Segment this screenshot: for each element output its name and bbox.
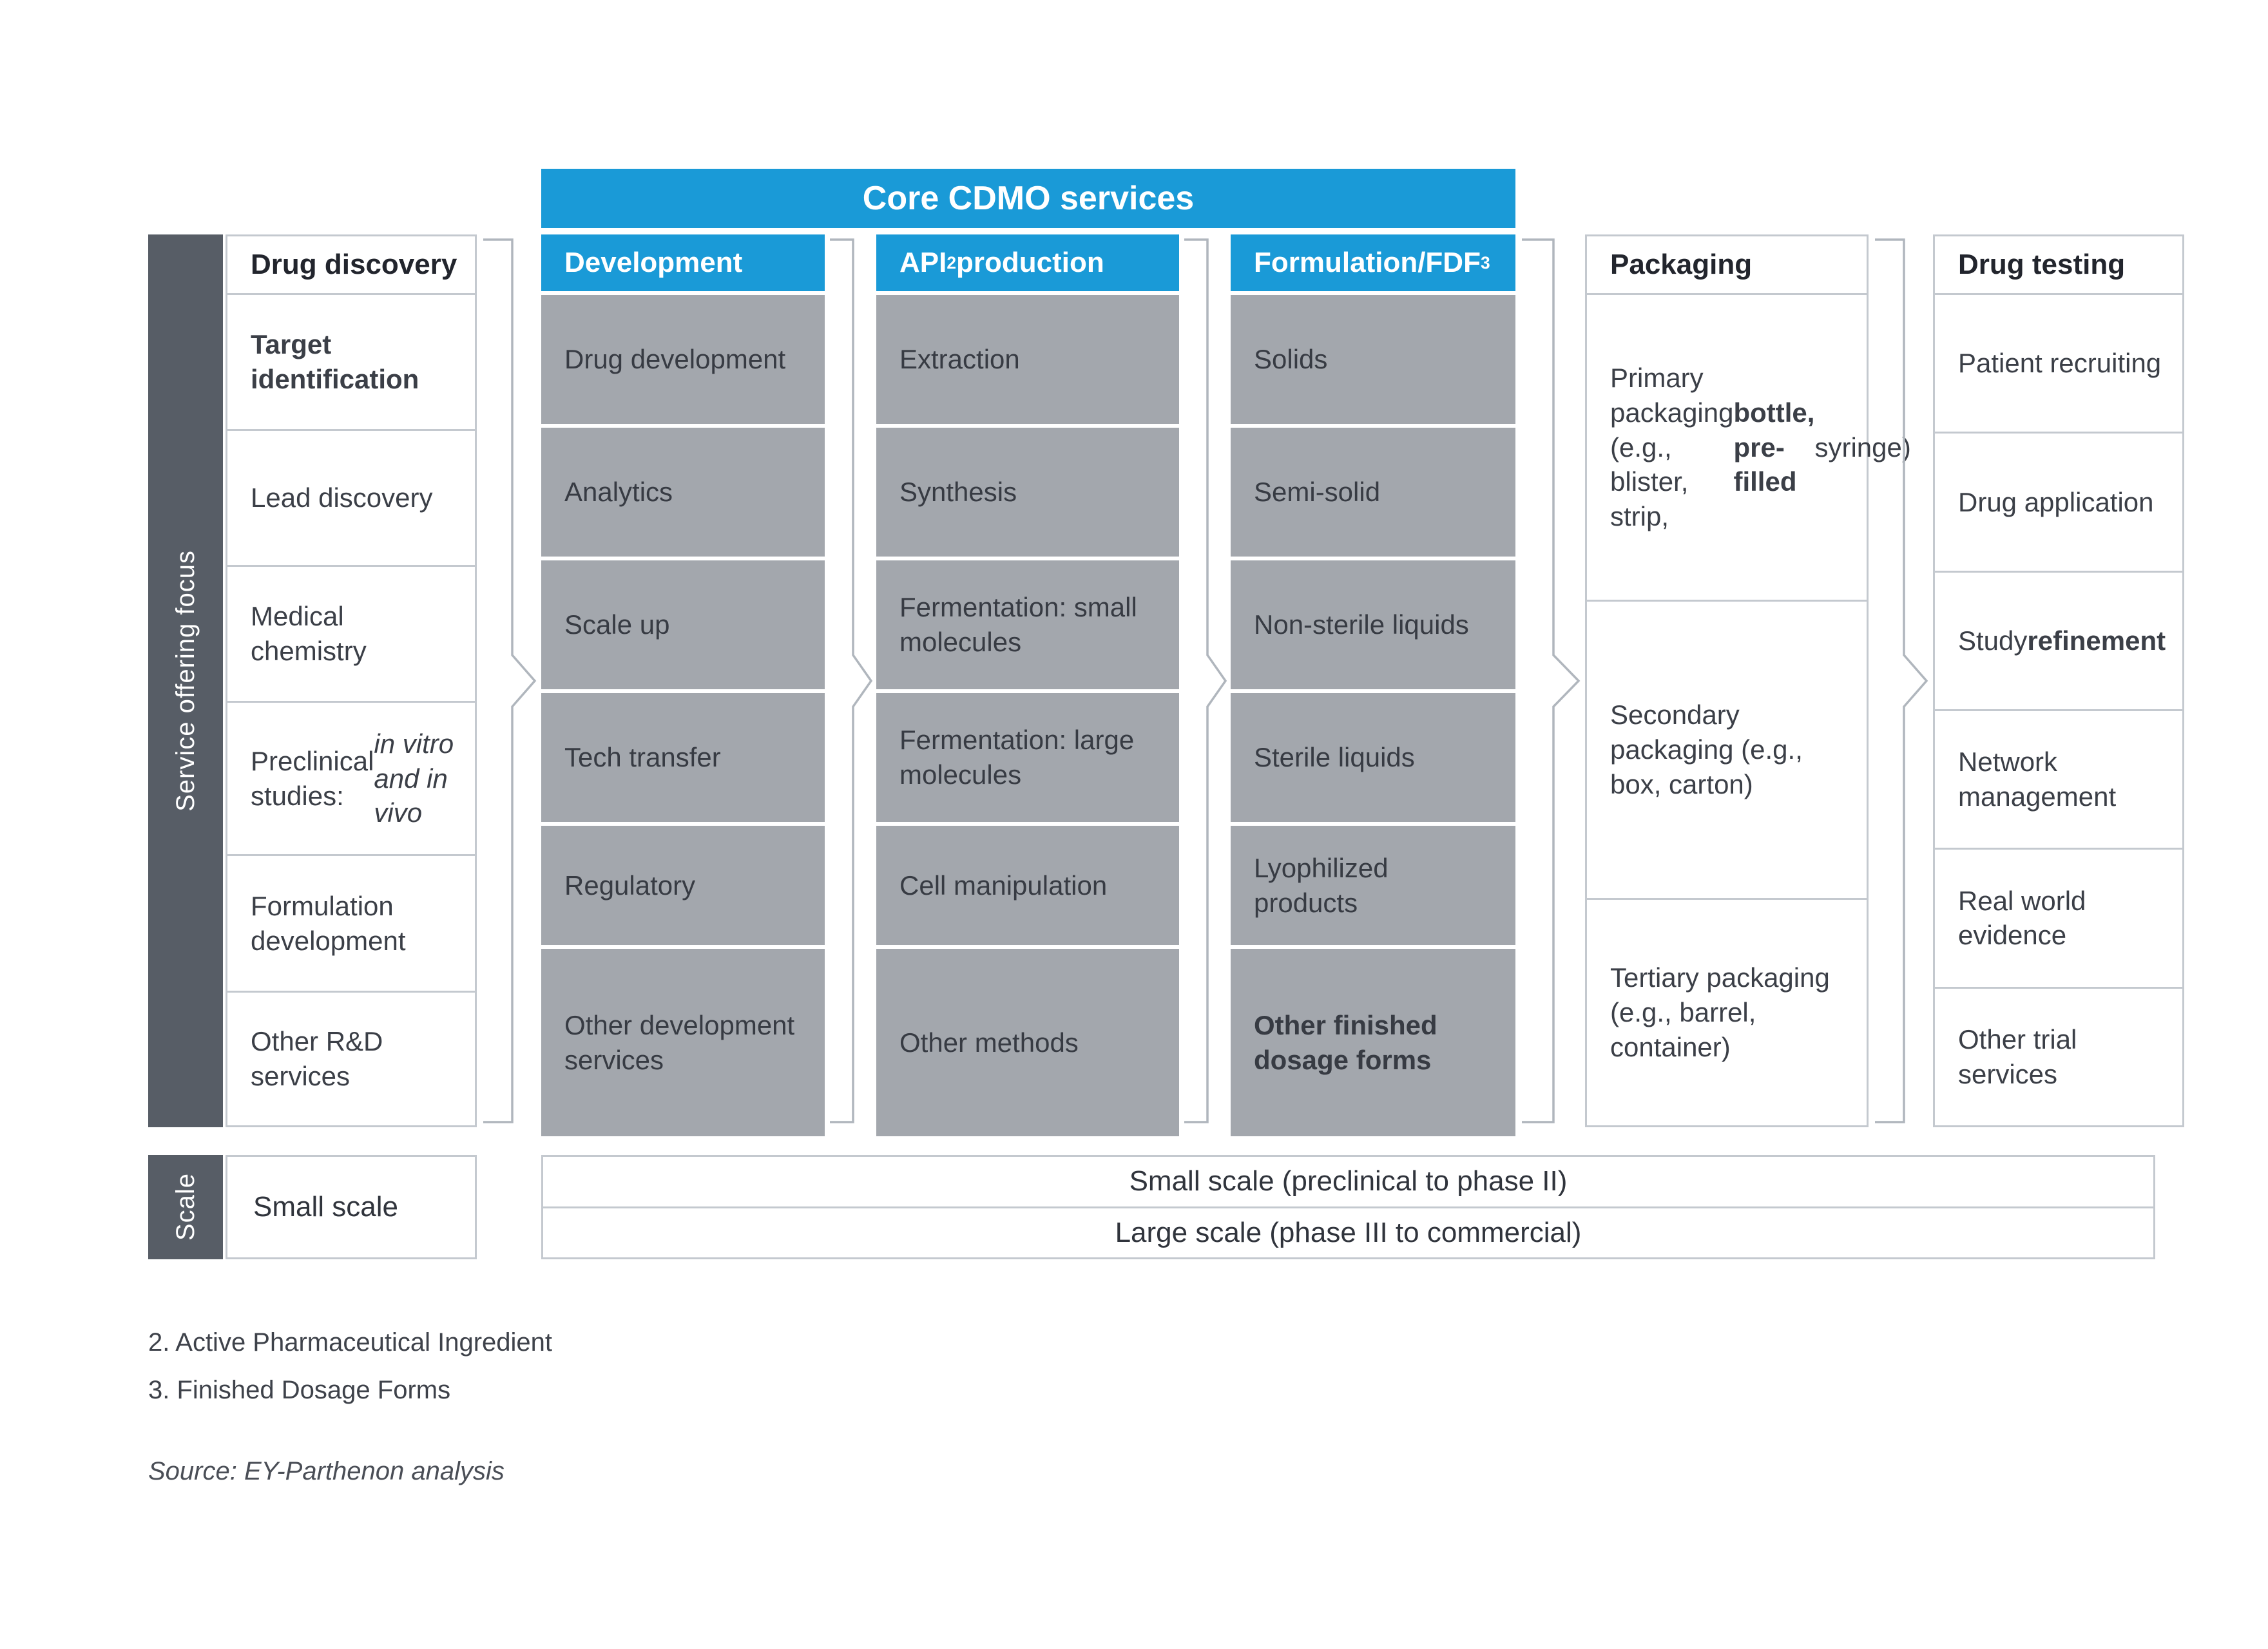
flow-connector-icon (1179, 234, 1231, 1127)
column-header-formulation-fdf: Formulation/FDF 3 (1231, 234, 1515, 291)
service-cell: Drug development (541, 295, 825, 424)
column-drug-discovery: Drug discovery Target identification Lea… (226, 234, 477, 1127)
chevron-bracket-icon (1875, 238, 1928, 1123)
service-offering-focus-bar: Service offering focus (148, 234, 223, 1127)
service-cell: Other R&D services (227, 991, 475, 1125)
flow-connector-icon (1515, 234, 1585, 1127)
footnote-api: 2. Active Pharmaceutical Ingredient (148, 1328, 553, 1357)
chevron-bracket-icon (483, 238, 537, 1123)
service-cell: Other methods (876, 949, 1179, 1136)
service-cell: Tertiary packaging (e.g., barrel, contai… (1587, 898, 1867, 1125)
service-cell: Other finished dosage forms (1231, 949, 1515, 1136)
column-formulation-fdf: Formulation/FDF 3 Solids Semi-solid Non-s… (1231, 234, 1515, 1136)
service-cell: Other development services (541, 949, 825, 1136)
scale-label: Scale (171, 1173, 200, 1241)
service-cell: Other trial services (1935, 986, 2182, 1125)
service-cell: Non-sterile liquids (1231, 560, 1515, 689)
service-offering-focus-label: Service offering focus (171, 550, 200, 812)
service-cell: Medical chemistry (227, 565, 475, 701)
source-note: Source: EY-Parthenon analysis (148, 1457, 505, 1485)
service-cell: Semi-solid (1231, 428, 1515, 557)
column-api-production: API 2 production Extraction Synthesis Fer… (876, 234, 1179, 1136)
column-header-drug-testing: Drug testing (1935, 236, 2182, 295)
small-scale-box: Small scale (226, 1155, 477, 1259)
service-cell: Regulatory (541, 826, 825, 945)
service-cell: Patient recruiting (1958, 348, 2162, 379)
service-cell: Preclinical studies: in vitro and in viv… (227, 701, 475, 854)
scale-band: Small scale (preclinical to phase II) La… (541, 1155, 2155, 1259)
service-cell: Target identification (251, 329, 419, 394)
service-cell: Lead discovery (227, 429, 475, 565)
service-cell: Formulation development (227, 854, 475, 991)
service-cell: Study refinement (1935, 570, 2182, 709)
service-cell: Solids (1231, 295, 1515, 424)
service-cell: Primary packaging (e.g., blister, strip,… (1610, 363, 1911, 532)
service-cell: Tech transfer (541, 693, 825, 822)
service-cell: Secondary packaging (e.g., box, carton) (1587, 600, 1867, 898)
flow-connector-icon (477, 234, 541, 1127)
service-cell: Analytics (541, 428, 825, 557)
chevron-bracket-icon (1522, 238, 1581, 1123)
footnote-fdf: 3. Finished Dosage Forms (148, 1376, 451, 1404)
service-cell: Fermentation: large molecules (876, 693, 1179, 822)
service-cell: Synthesis (876, 428, 1179, 557)
flow-connector-icon (825, 234, 876, 1127)
service-cell: Real world evidence (1935, 848, 2182, 986)
service-cell: Drug application (1935, 432, 2182, 570)
service-cell: Lyophilized products (1231, 826, 1515, 945)
service-cell: Scale up (541, 560, 825, 689)
scale-band-row-small: Small scale (preclinical to phase II) (1129, 1165, 1568, 1197)
column-header-api-production: API 2 production (876, 234, 1179, 291)
chevron-bracket-icon (830, 238, 873, 1123)
column-header-packaging: Packaging (1587, 236, 1867, 295)
column-header-drug-discovery: Drug discovery (227, 236, 475, 295)
column-development: Development Drug development Analytics S… (541, 234, 825, 1136)
service-cell: Network management (1935, 709, 2182, 848)
service-cell: Sterile liquids (1231, 693, 1515, 822)
service-cell: Cell manipulation (876, 826, 1179, 945)
column-packaging: Packaging Primary packaging (e.g., blist… (1585, 234, 1911, 1127)
scale-band-row-large: Large scale (phase III to commercial) (543, 1206, 2153, 1258)
column-header-development: Development (541, 234, 825, 291)
service-cell: Extraction (876, 295, 1179, 424)
chevron-bracket-icon (1184, 238, 1227, 1123)
service-cell: Fermentation: small molecules (876, 560, 1179, 689)
flow-connector-icon (1869, 234, 1933, 1127)
scale-bar: Scale (148, 1155, 223, 1259)
column-drug-testing: Drug testing Patient recruiting Drug app… (1933, 234, 2184, 1127)
core-cdmo-services-banner: Core CDMO services (541, 169, 1515, 228)
